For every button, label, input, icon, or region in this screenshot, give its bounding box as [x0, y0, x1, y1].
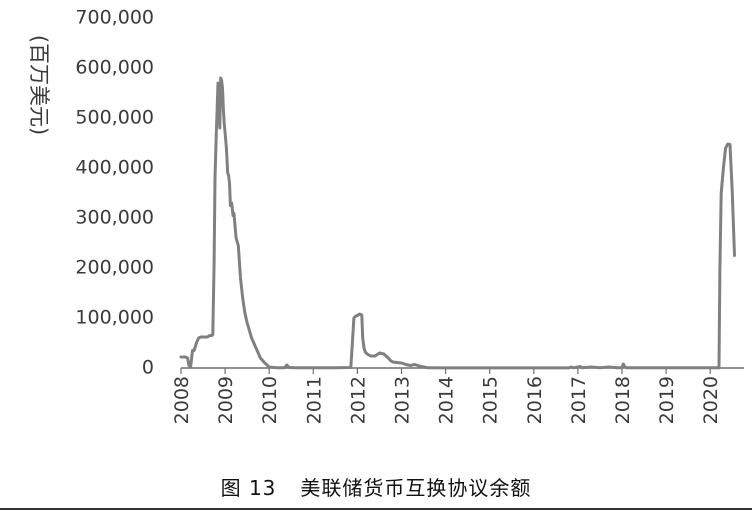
- x-tick-label: 2020: [700, 376, 722, 424]
- figure-number: 图 13: [220, 476, 277, 500]
- x-tick-label: 2014: [436, 376, 458, 424]
- figure-title: 美联储货币互换协议余额: [300, 476, 532, 500]
- x-tick-label: 2012: [347, 376, 369, 424]
- y-tick-label: 600,000: [75, 57, 154, 79]
- y-axis-label: (百万美元): [27, 35, 51, 135]
- x-tick-label: 2013: [392, 376, 414, 424]
- x-tick-label: 2009: [215, 376, 237, 424]
- x-tick-label: 2008: [171, 376, 193, 424]
- y-axis-label-text: (百万美元): [27, 35, 51, 135]
- series-line: [179, 76, 736, 370]
- y-axis-ticks: 0 100,000 200,000 300,000 400,000 500,000 600,…: [75, 7, 154, 379]
- figure-caption: 图 13 美联储货币互换协议余额: [0, 472, 752, 501]
- x-tick-label: 2016: [524, 376, 546, 424]
- x-axis-ticks: 2008 2009 2010 2011 2012 2013 2014 2015 2016 2017…: [171, 376, 722, 424]
- y-tick-label: 300,000: [75, 207, 154, 229]
- x-tick-label: 2018: [612, 376, 634, 424]
- x-tick-label: 2010: [259, 376, 281, 424]
- y-tick-label: 200,000: [75, 257, 154, 279]
- y-tick-label: 700,000: [75, 7, 154, 29]
- y-tick-label: 400,000: [75, 157, 154, 179]
- line-chart: (百万美元) 0 100,000 200,000 300,000 400,000 500,…: [27, 7, 744, 424]
- x-tick-label: 2011: [303, 376, 325, 424]
- x-tick-label: 2015: [480, 376, 502, 424]
- x-tick-label: 2017: [568, 376, 590, 424]
- y-tick-label: 500,000: [75, 107, 154, 129]
- y-tick-label: 0: [142, 357, 154, 379]
- x-tick-label: 2019: [656, 376, 678, 424]
- bottom-rule: [0, 508, 752, 510]
- y-tick-label: 100,000: [75, 307, 154, 329]
